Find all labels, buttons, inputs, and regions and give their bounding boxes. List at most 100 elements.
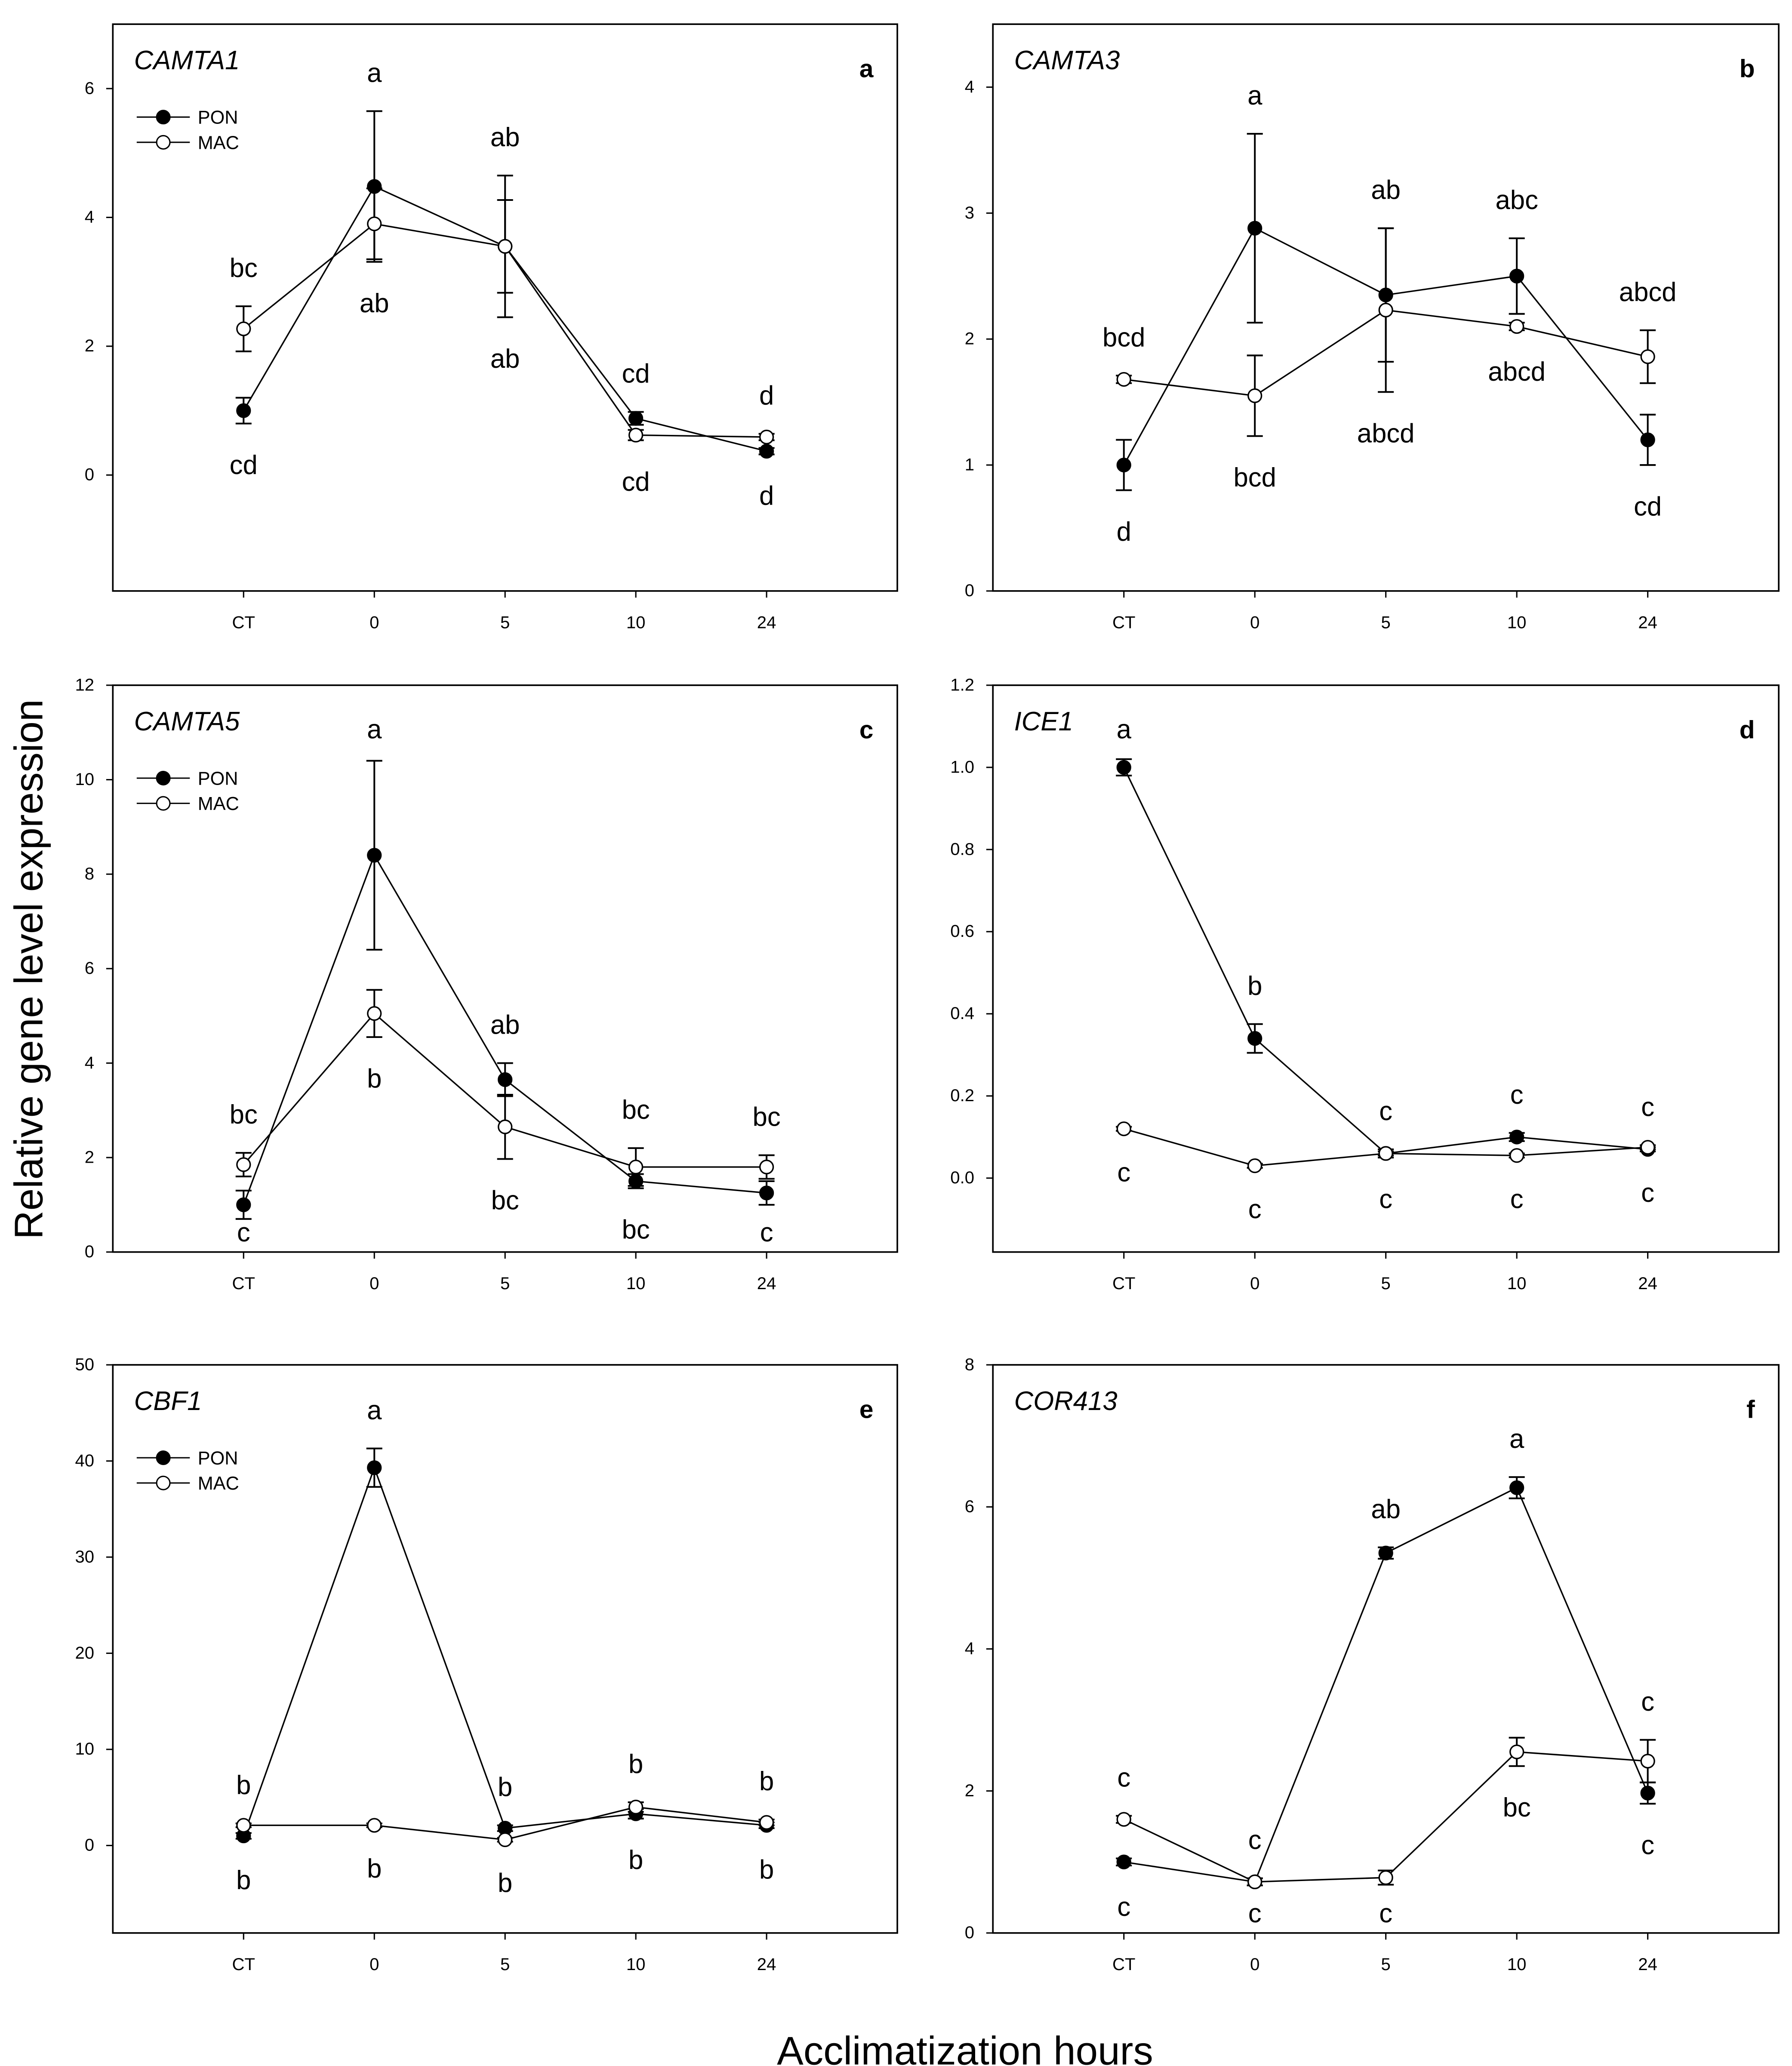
- y-tick-label: 10: [75, 1740, 94, 1758]
- significance-letter-lower: cd: [230, 450, 258, 480]
- significance-letter-upper: b: [236, 1770, 251, 1800]
- gene-name: CAMTA1: [134, 46, 240, 75]
- data-point-mac: [759, 1159, 774, 1175]
- data-point-mac: [1509, 1148, 1524, 1163]
- data-point-mac: [236, 1818, 251, 1833]
- x-tick-label: 10: [1507, 1955, 1527, 1974]
- data-point-mac: [1378, 1870, 1393, 1885]
- y-tick-label: 0: [965, 581, 974, 600]
- significance-letter-upper: b: [759, 1767, 774, 1796]
- y-tick-label: 0: [85, 1836, 94, 1855]
- y-tick-label: 0: [965, 1923, 974, 1942]
- significance-letter-lower: b: [759, 1855, 774, 1884]
- panel-letter: d: [1740, 716, 1755, 744]
- x-tick-label: 0: [369, 613, 379, 632]
- significance-letter-upper: c: [1379, 1096, 1392, 1126]
- significance-letter-lower: c: [1641, 1178, 1654, 1208]
- significance-letter-upper: a: [1509, 1424, 1524, 1454]
- data-point-pon: [759, 443, 774, 459]
- data-point-pon: [367, 1460, 382, 1475]
- x-tick-label: 24: [757, 1274, 776, 1293]
- x-tick-label: 5: [1381, 1955, 1391, 1974]
- significance-letter-upper: bc: [753, 1102, 781, 1132]
- y-tick-label: 2: [85, 336, 94, 355]
- y-tick-label: 40: [75, 1451, 94, 1470]
- x-tick-label: 24: [757, 613, 776, 632]
- y-tick-label: 3: [965, 203, 974, 222]
- panel-d: 0.0 0.2 0.4 0.6 0.8 1.0 1.2 CT 0 5 10 24 ICE1 d a c b c c c…: [950, 675, 1780, 1293]
- significance-letter-lower: bc: [491, 1186, 519, 1216]
- data-point-mac: [1247, 1158, 1262, 1173]
- significance-letter-lower: bcd: [1233, 463, 1276, 493]
- panel-letter: e: [859, 1395, 874, 1423]
- x-tick-label: 10: [1507, 1274, 1527, 1293]
- y-tick-label: 2: [965, 329, 974, 348]
- y-tick-label: 6: [85, 79, 94, 98]
- legend-label: MAC: [198, 794, 239, 814]
- significance-letter-upper: ab: [1371, 176, 1401, 205]
- data-point-pon: [759, 1185, 774, 1201]
- y-tick-label: 0.0: [950, 1168, 974, 1187]
- y-tick-label: 1.0: [950, 757, 974, 776]
- significance-letter-upper: abc: [1495, 185, 1538, 215]
- y-tick-label: 0.2: [950, 1086, 974, 1105]
- x-tick-label: 24: [757, 1955, 776, 1974]
- data-point-pon: [1509, 1130, 1524, 1145]
- series-line-pon: [1123, 767, 1648, 1155]
- significance-letter-lower: d: [1117, 517, 1131, 547]
- data-point-pon: [367, 848, 382, 863]
- significance-letter-lower: bc: [1503, 1793, 1531, 1823]
- y-tick-label: 4: [965, 1639, 974, 1658]
- significance-letter-upper: d: [759, 381, 774, 411]
- x-tick-label: 5: [500, 613, 510, 632]
- significance-letter-lower: bc: [622, 1215, 650, 1245]
- significance-letter-upper: a: [367, 58, 382, 88]
- data-point-pon: [1247, 1031, 1262, 1046]
- panel-letter: c: [859, 716, 874, 744]
- legend-label: PON: [198, 768, 238, 789]
- legend-marker-pon: [156, 110, 171, 125]
- data-point-pon: [628, 411, 644, 426]
- data-point-mac: [1640, 1754, 1655, 1769]
- x-tick-label: 10: [1507, 613, 1527, 632]
- significance-letter-upper: c: [1641, 1093, 1654, 1122]
- y-tick-label: 4: [965, 77, 974, 96]
- significance-letter-upper: ab: [490, 1010, 520, 1040]
- x-tick-label: CT: [1112, 613, 1135, 632]
- data-point-mac: [1116, 372, 1131, 387]
- x-tick-label: 0: [369, 1274, 379, 1293]
- significance-letter-lower: cd: [1634, 492, 1662, 521]
- data-point-mac: [759, 429, 774, 445]
- data-point-pon: [236, 403, 251, 418]
- legend-marker-mac: [156, 796, 171, 811]
- y-tick-label: 30: [75, 1547, 94, 1566]
- data-point-mac: [1247, 1874, 1262, 1890]
- significance-letter-lower: b: [367, 1064, 382, 1093]
- gene-name: COR413: [1014, 1386, 1118, 1416]
- x-tick-label: 10: [626, 1955, 646, 1974]
- data-point-mac: [1640, 349, 1655, 364]
- significance-letter-lower: ab: [490, 344, 520, 374]
- y-axis-label: Relative gene level expression: [6, 699, 51, 1239]
- y-tick-label: 8: [965, 1355, 974, 1374]
- legend-label: MAC: [198, 1473, 239, 1494]
- data-point-mac: [1116, 1812, 1131, 1827]
- data-point-mac: [236, 1157, 251, 1172]
- legend-label: PON: [198, 108, 238, 128]
- significance-letter-lower: c: [1510, 1184, 1524, 1214]
- significance-letter-lower: c: [1379, 1899, 1392, 1928]
- significance-letter-upper: b: [498, 1773, 512, 1802]
- x-tick-label: 5: [500, 1955, 510, 1974]
- data-point-mac: [498, 1119, 513, 1134]
- significance-letter-lower: c: [1248, 1195, 1262, 1224]
- y-tick-label: 8: [85, 865, 94, 884]
- data-point-mac: [1509, 1744, 1524, 1759]
- significance-letter-lower: c: [1117, 1158, 1130, 1187]
- x-tick-label: CT: [232, 1955, 255, 1974]
- significance-letter-lower: abcd: [1488, 357, 1546, 387]
- significance-letter-lower: c: [760, 1218, 773, 1247]
- significance-letter-lower: cd: [622, 467, 650, 497]
- data-point-pon: [1378, 1546, 1393, 1561]
